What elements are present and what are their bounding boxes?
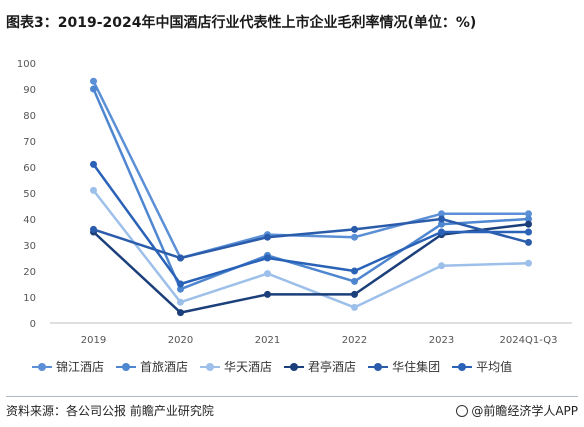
data-point: [90, 77, 97, 85]
y-tick-label: 70: [23, 137, 36, 148]
legend-swatch-dot: [38, 362, 46, 371]
data-point: [438, 262, 445, 270]
y-tick-label: 10: [23, 293, 36, 304]
series-line: [92, 189, 529, 309]
series-line: [92, 88, 529, 291]
data-point: [90, 85, 97, 93]
footer-divider: [6, 396, 578, 397]
y-tick-label: 0: [30, 319, 36, 330]
legend-swatch: [116, 362, 137, 372]
legend-label: 华住集团: [392, 360, 441, 374]
y-tick-label: 90: [23, 85, 36, 96]
line-chart: 0 10 20 30 40 50 60 70 80 90 100 2019 2020 2021 2022 20…: [17, 59, 572, 346]
data-point: [351, 303, 358, 311]
legend-label: 首旅酒店: [140, 360, 189, 374]
data-point: [438, 220, 445, 228]
x-tick-label: 2024Q1-Q3: [500, 335, 558, 346]
data-point: [264, 270, 271, 278]
legend-swatch-dot: [374, 362, 383, 371]
series-line: [92, 163, 529, 286]
data-point: [90, 160, 97, 168]
data-point: [525, 228, 532, 236]
y-tick-label: 80: [23, 111, 36, 122]
x-tick-label: 2019: [81, 335, 106, 346]
data-point: [264, 254, 271, 262]
legend-swatch-dot: [122, 362, 131, 371]
data-point: [90, 186, 97, 194]
legend-swatch-dot: [206, 362, 215, 371]
brand-text: @前瞻经济学人APP: [471, 404, 578, 418]
series-line: [92, 80, 529, 260]
data-point: [177, 285, 184, 293]
y-tick-label: 60: [23, 163, 36, 174]
data-point: [177, 309, 184, 317]
legend-item: 首旅酒店: [116, 358, 188, 375]
legend-label: 锦江酒店: [56, 360, 105, 374]
legend: 锦江酒店 首旅酒店 华天酒店 君亭酒店 华住集团 平均值: [32, 358, 512, 375]
source-note: 资料来源：各公司公报 前瞻产业研究院: [6, 404, 214, 418]
qianzhan-logo-icon: [456, 404, 469, 417]
chart-title: 图表3：2019-2024年中国酒店行业代表性上市企业毛利率情况(单位：%): [6, 15, 477, 31]
y-tick-label: 20: [23, 267, 36, 278]
data-point: [177, 254, 184, 262]
data-point: [525, 220, 532, 228]
data-point: [438, 215, 445, 223]
y-tick-label: 30: [23, 241, 36, 252]
legend-label: 君亭酒店: [308, 360, 357, 374]
legend-swatch-dot: [290, 362, 299, 371]
data-point: [264, 290, 271, 298]
legend-swatch: [368, 362, 389, 372]
legend-swatch: [200, 362, 221, 372]
data-point: [177, 298, 184, 306]
legend-item: 华天酒店: [200, 358, 272, 375]
legend-swatch: [32, 362, 52, 372]
legend-item: 锦江酒店: [32, 358, 104, 375]
series-line: [93, 217, 529, 260]
data-point: [351, 267, 358, 275]
data-point: [90, 225, 97, 233]
x-tick-label: 2022: [342, 335, 367, 346]
legend-swatch: [284, 362, 305, 372]
data-point: [525, 210, 532, 218]
brand-credit: @前瞻经济学人APP: [456, 402, 578, 419]
legend-label: 华天酒店: [224, 360, 273, 374]
data-point: [351, 290, 358, 298]
legend-item: 华住集团: [368, 358, 440, 375]
data-point: [351, 225, 358, 233]
data-point: [525, 215, 532, 223]
y-tick-label: 40: [23, 215, 36, 226]
y-tick-label: 50: [23, 189, 36, 200]
legend-swatch: [452, 362, 473, 372]
legend-swatch-dot: [458, 362, 467, 371]
data-point: [438, 228, 445, 236]
legend-item: 君亭酒店: [284, 358, 356, 375]
y-tick-label: 100: [17, 59, 36, 70]
legend-label: 平均值: [476, 360, 513, 374]
legend-item: 平均值: [452, 358, 512, 375]
data-point: [525, 238, 532, 246]
data-point: [351, 277, 358, 285]
x-tick-label: 2020: [168, 335, 193, 346]
x-tick-label: 2023: [429, 335, 454, 346]
data-point: [525, 259, 532, 267]
data-point: [177, 280, 184, 288]
data-point: [264, 233, 271, 241]
x-tick-label: 2021: [255, 335, 280, 346]
data-point: [438, 210, 445, 218]
data-point: [351, 233, 358, 241]
